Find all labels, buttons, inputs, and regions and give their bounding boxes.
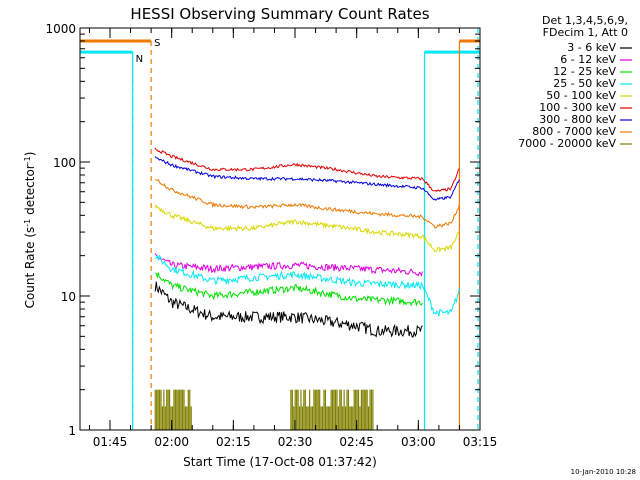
flags-layer: SN [80,28,480,430]
series-6-12-kev [154,253,423,277]
series-layer [154,147,460,430]
series-50-100-kev [154,204,460,253]
x-tick-label: 02:45 [339,435,374,449]
series-3-6-kev [154,281,423,338]
legend-header: Det 1,3,4,5,6,9, [542,14,628,27]
axes-layer: 1 10 100 1000 01:45 02:00 02:15 02:30 02:45 03:00… [45,22,497,449]
legend-header: FDecim 1, Att 0 [543,26,628,39]
y-axis-label: Count Rate (s-1 detector-1) [23,152,38,309]
x-tick-label: 02:00 [154,435,189,449]
x-axis-label: Start Time (17-Oct-08 01:37:42) [183,455,377,469]
x-tick-label: 02:30 [278,435,313,449]
x-tick-label: 02:15 [216,435,251,449]
y-tick-label: 1 [68,424,76,438]
legend-entry-label: 25 - 50 keV [553,77,616,90]
legend-entry-label: 800 - 7000 keV [532,125,616,138]
series-100-300-kev [154,147,460,192]
x-tick-label: 03:00 [401,435,436,449]
saa-flag-label: S [154,38,160,49]
x-tick-label: 03:15 [463,435,498,449]
footer-timestamp: 10-Jan-2010 10:28 [571,468,636,476]
y-tick-label: 100 [53,156,76,170]
legend-entry-label: 7000 - 20000 keV [518,137,616,150]
chart-title: HESSI Observing Summary Count Rates [130,5,429,23]
plot-frame [79,27,481,431]
y-tick-label: 10 [61,290,76,304]
x-tick-label: 01:45 [93,435,128,449]
legend-entry-label: 6 - 12 keV [560,53,616,66]
series-300-800-kev [154,156,460,201]
legend-entry-label: 300 - 800 keV [539,113,616,126]
series-25-50-kev [154,254,460,317]
legend: Det 1,3,4,5,6,9,FDecim 1, Att 0 3 - 6 keV… [518,14,632,150]
legend-entry-label: 50 - 100 keV [546,89,616,102]
series-12-25-kev [155,272,423,308]
legend-entry-label: 3 - 6 keV [567,41,616,54]
night-flag-label: N [136,54,143,65]
legend-entry-label: 12 - 25 keV [553,65,616,78]
series-800-7000-kev [154,178,460,229]
legend-entry-label: 100 - 300 keV [539,101,616,114]
y-tick-label: 1000 [45,22,76,36]
y-axis-label-text: Count Rate (s-1 detector-1) [23,152,38,309]
